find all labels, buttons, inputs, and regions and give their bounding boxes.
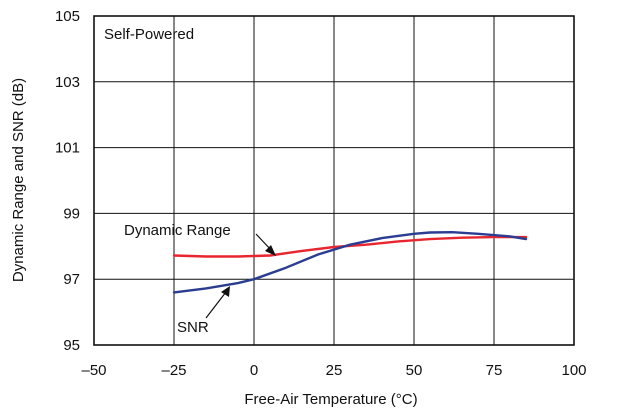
snr-leader-line <box>205 291 227 319</box>
series-line-snr <box>172 230 528 294</box>
y-tick-label: 103 <box>55 74 80 91</box>
series-layer <box>172 230 528 294</box>
y-axis-title: Dynamic Range and SNR (dB) <box>10 78 27 282</box>
x-tick-label: 25 <box>326 362 343 379</box>
x-tick-label: 50 <box>406 362 423 379</box>
tick-labels: –50 –25 0 25 50 75 100 95 97 99 101 103 105 <box>55 8 587 379</box>
grid <box>94 16 574 345</box>
series-line-dynamic-range <box>172 235 528 258</box>
x-tick-label: 75 <box>486 362 503 379</box>
plot-frame <box>93 15 575 346</box>
dynamic-range-arrowhead <box>265 245 276 256</box>
y-tick-label: 97 <box>63 271 80 288</box>
x-tick-label: 100 <box>561 362 586 379</box>
self-powered-annotation: Self-Powered <box>104 26 194 43</box>
dynamic-range-leader <box>255 233 276 256</box>
snr-arrowhead <box>221 286 230 297</box>
y-tick-label: 101 <box>55 140 80 157</box>
dynamic-range-label: Dynamic Range <box>124 222 231 239</box>
y-tick-label: 105 <box>55 8 80 25</box>
x-axis-title: Free-Air Temperature (°C) <box>244 391 417 408</box>
y-tick-label: 99 <box>63 205 80 222</box>
x-tick-label: –50 <box>81 362 106 379</box>
snr-label: SNR <box>177 319 209 336</box>
x-tick-label: –25 <box>161 362 186 379</box>
y-tick-label: 95 <box>63 337 80 354</box>
x-tick-label: 0 <box>250 362 258 379</box>
snr-leader <box>205 286 230 319</box>
